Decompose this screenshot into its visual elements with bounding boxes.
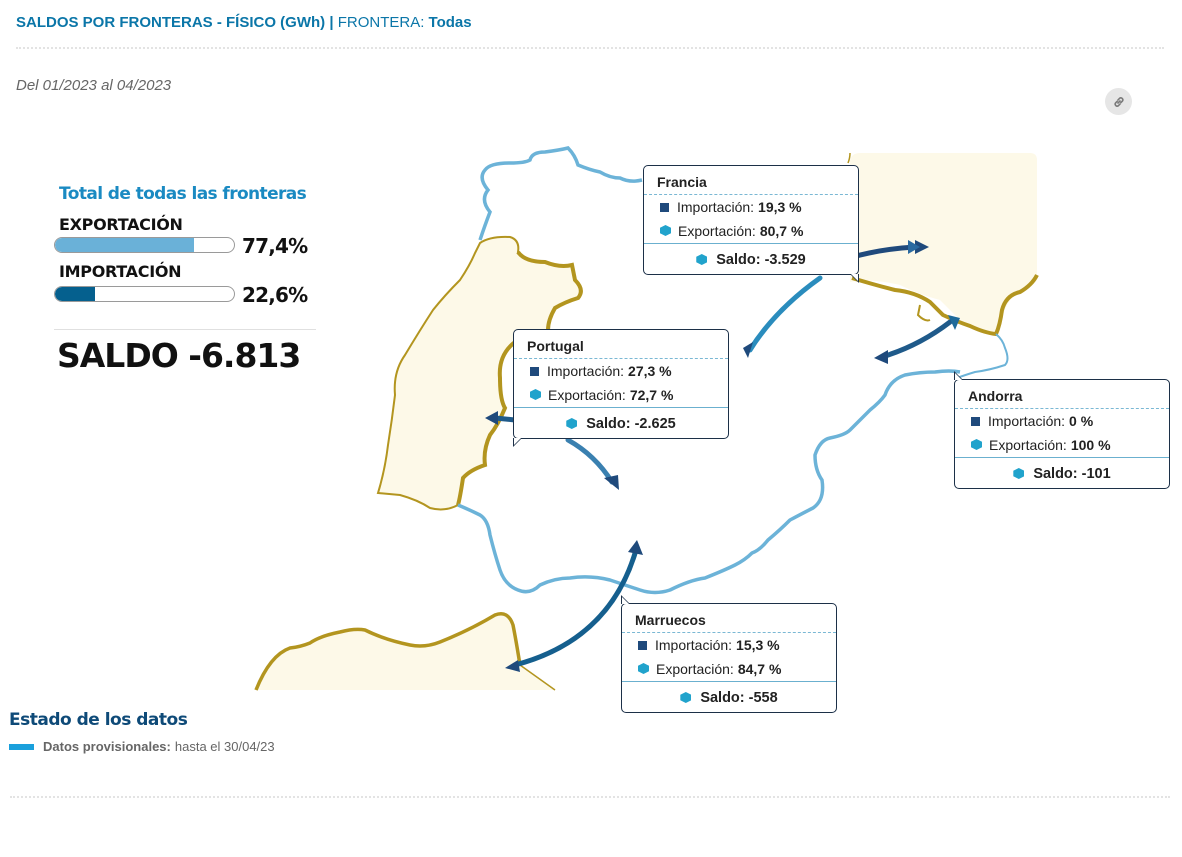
flow-arrows [485,240,960,672]
border-name: Portugal [514,330,728,359]
total-saldo: SALDO -6.813 [57,336,301,375]
tooltip-pointer [850,274,859,283]
tooltip-portugal[interactable]: Portugal Importación: 27,3 % Exportación:… [513,329,729,447]
share-link-button[interactable] [1105,88,1132,115]
border-name: Andorra [955,380,1169,409]
saldo-hexagon-icon [1013,468,1025,479]
export-percentage: 77,4% [242,234,308,258]
saldo-row: Saldo: -2.625 [514,408,728,439]
import-square-icon [638,640,647,650]
border-name: Francia [644,166,858,195]
tooltip-pointer [621,595,630,604]
saldo-row: Saldo: -558 [622,682,836,713]
export-hexagon-icon [638,663,649,674]
import-row: Importación: 15,3 % [622,633,836,657]
status-label: Datos provisionales: [43,739,171,754]
import-row: Importación: 0 % [955,409,1169,433]
import-bar-fill [55,287,96,301]
export-row: Exportación: 84,7 % [622,657,836,682]
status-value: hasta el 30/04/23 [174,739,275,754]
tooltip-pointer [513,438,522,447]
tooltip-francia[interactable]: Francia Importación: 19,3 % Exportación: 8… [643,165,859,283]
date-range: Del 01/2023 al 04/2023 [16,77,172,94]
france-region [850,153,1037,336]
totals-divider [54,329,316,330]
import-square-icon [660,202,669,212]
france-border [851,274,1039,337]
chart-title: SALDOS POR FRONTERAS - FÍSICO (GWh) [16,14,326,31]
tooltip-marruecos[interactable]: Marruecos Importación: 15,3 % Exportación… [621,595,837,713]
export-label: EXPORTACIÓN [59,215,183,234]
header-divider [16,47,1164,49]
import-square-icon [530,366,539,376]
title-separator: | [325,14,338,31]
export-row: Exportación: 80,7 % [644,219,858,244]
export-row: Exportación: 100 % [955,433,1169,458]
data-status-legend: Datos provisionales: hasta el 30/04/23 [9,739,275,754]
export-hexagon-icon [971,439,982,450]
export-hexagon-icon [660,225,671,236]
link-icon [1113,96,1124,107]
import-row: Importación: 19,3 % [644,195,858,219]
filter-value[interactable]: Todas [428,14,472,31]
page-title: SALDOS POR FRONTERAS - FÍSICO (GWh) | FR… [16,14,472,31]
footer-divider [10,796,1170,798]
totals-title: Total de todas las fronteras [59,184,307,204]
export-bar-fill [55,238,194,252]
import-square-icon [971,416,980,426]
saldo-row: Saldo: -3.529 [644,244,858,275]
filter-label: FRONTERA: [337,14,425,31]
data-status-title: Estado de los datos [9,710,188,730]
spain-coastline [478,146,643,241]
morocco-border [254,612,522,691]
import-label: IMPORTACIÓN [59,262,182,281]
export-hexagon-icon [530,389,541,400]
saldo-hexagon-icon [680,692,692,703]
border-name: Marruecos [622,604,836,633]
provisional-swatch-icon [9,743,34,750]
import-percentage: 22,6% [242,283,308,307]
import-row: Importación: 27,3 % [514,359,728,383]
saldo-hexagon-icon [566,418,578,429]
tooltip-pointer [954,371,963,380]
import-bar [54,286,235,302]
morocco-region [256,613,555,690]
saldo-row: Saldo: -101 [955,458,1169,489]
saldo-hexagon-icon [696,254,708,265]
export-row: Exportación: 72,7 % [514,383,728,408]
export-bar [54,237,235,253]
tooltip-andorra[interactable]: Andorra Importación: 0 % Exportación: 100 … [954,371,1170,489]
